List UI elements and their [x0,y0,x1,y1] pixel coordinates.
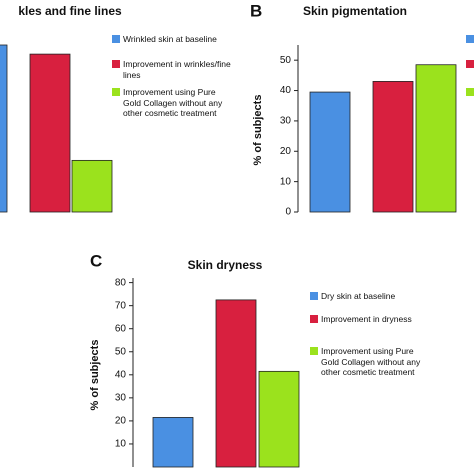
y-tick-label: 10 [280,176,292,187]
bar [71,159,113,213]
bar [152,417,194,468]
bar [415,64,457,213]
legend-swatch [112,60,120,68]
legend-swatch [112,88,120,96]
bar [215,299,257,468]
bar [0,44,8,213]
y-tick-label: 40 [280,85,292,96]
y-tick-label: 60 [115,323,127,334]
legend-swatch [310,292,318,300]
legend-swatch [466,35,474,43]
y-axis-label: % of subjects [252,95,264,166]
legend-swatch [466,88,474,96]
bar [258,370,300,468]
legend-swatch [310,315,318,323]
y-tick-label: 30 [280,116,292,127]
y-tick-label: 50 [280,55,292,66]
legend-label: Dry skin at baseline [321,291,396,301]
legend-label: Wrinkled skin at baseline [123,34,217,44]
y-axis-label: % of subjects [89,340,101,411]
legend-label: Improvement in dryness [321,314,412,324]
legend-label: Improvement using Pure Gold Collagen wit… [321,346,421,377]
chart-title: Skin pigmentation [303,4,407,18]
legend-label: Improvement in wrinkles/fine lines [123,59,231,80]
y-tick-label: 20 [280,146,292,157]
legend-label: Improvement using Pure Gold Collagen wit… [123,87,223,118]
y-tick-label: 80 [115,277,127,288]
legend-swatch [112,35,120,43]
y-tick-label: 20 [115,416,127,427]
y-tick-label: 0 [285,207,291,218]
y-tick-label: 70 [115,300,127,311]
y-tick-label: 40 [115,369,127,380]
chart-title: kles and fine lines [18,4,122,18]
legend-swatch [466,60,474,68]
bar [309,91,351,213]
panel-label: C [90,251,102,270]
y-tick-label: 30 [115,392,127,403]
panel-label: B [250,1,262,20]
bar [372,81,414,213]
y-tick-label: 50 [115,346,127,357]
chart-title: Skin dryness [188,258,263,272]
y-tick-label: 10 [115,439,127,450]
legend-swatch [310,347,318,355]
bar [29,53,71,213]
